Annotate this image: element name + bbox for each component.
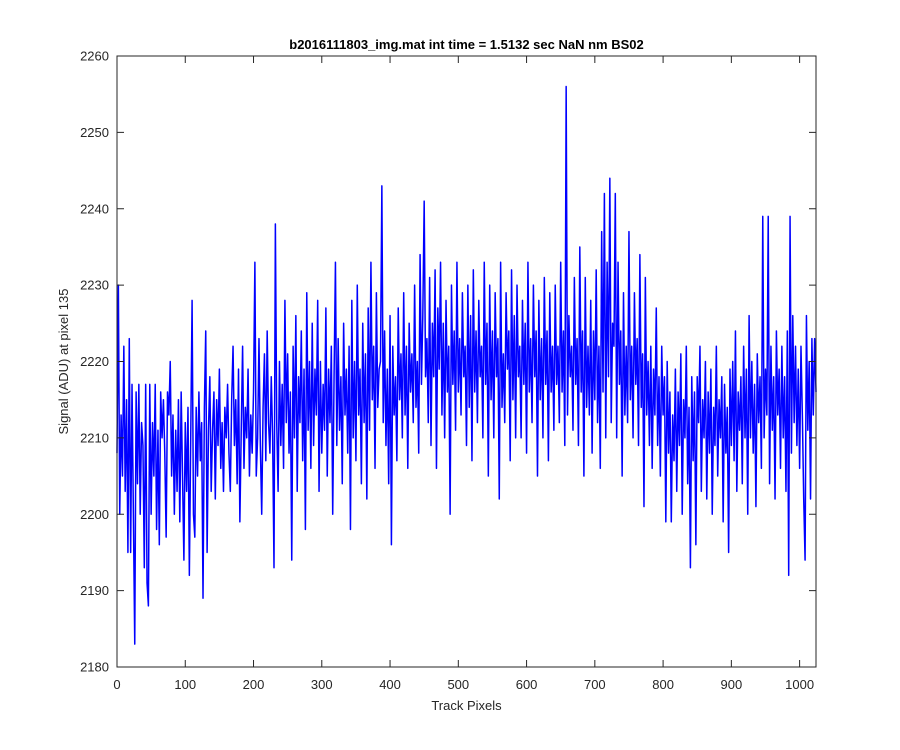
x-tick-label: 0 — [113, 677, 120, 692]
plot-frame — [116, 55, 817, 668]
x-axis-ticks: 0 100 200 300 400 500 600 700 800 900 1000 — [113, 56, 814, 692]
x-tick-label: 300 — [311, 677, 333, 692]
signal-series-line — [116, 85, 817, 645]
y-tick-label: 2210 — [80, 430, 109, 445]
x-tick-label: 800 — [652, 677, 674, 692]
y-tick-label: 2220 — [80, 354, 109, 369]
x-tick-label: 500 — [447, 677, 469, 692]
y-tick-label: 2200 — [80, 507, 109, 522]
x-tick-label: 100 — [174, 677, 196, 692]
y-tick-label: 2230 — [80, 278, 109, 293]
y-tick-label: 2240 — [80, 201, 109, 216]
chart-title: b2016111803_img.mat int time = 1.5132 se… — [289, 37, 643, 52]
y-tick-label: 2250 — [80, 125, 109, 140]
x-tick-label: 600 — [516, 677, 538, 692]
x-tick-label: 400 — [379, 677, 401, 692]
x-axis-label: Track Pixels — [431, 698, 502, 713]
y-tick-label: 2190 — [80, 583, 109, 598]
y-tick-label: 2180 — [80, 660, 109, 675]
series-layer — [116, 85, 817, 645]
x-tick-label: 1000 — [785, 677, 814, 692]
y-axis-label: Signal (ADU) at pixel 135 — [56, 289, 71, 435]
x-tick-label: 900 — [721, 677, 743, 692]
x-tick-label: 200 — [243, 677, 265, 692]
y-axis-ticks: 2180 2190 2200 2210 2220 2230 2240 2250 2260 — [80, 49, 816, 675]
x-tick-label: 700 — [584, 677, 606, 692]
y-tick-label: 2260 — [80, 49, 109, 64]
